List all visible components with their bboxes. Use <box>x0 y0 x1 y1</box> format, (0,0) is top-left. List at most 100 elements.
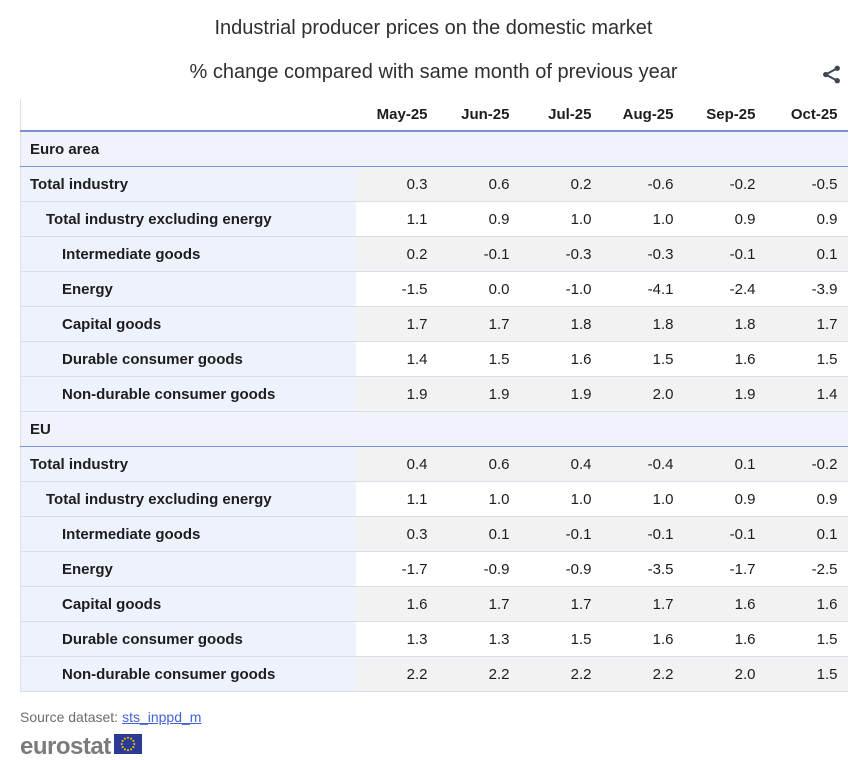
value-cell: 2.0 <box>601 376 684 412</box>
section-label: EU <box>20 411 848 447</box>
value-cell: 0.4 <box>355 446 438 482</box>
value-cell: -4.1 <box>601 271 684 307</box>
value-cell: 0.4 <box>519 446 602 482</box>
value-cell: 0.0 <box>437 271 520 307</box>
value-cell: 1.3 <box>437 621 520 657</box>
value-cell: 1.5 <box>765 341 848 377</box>
share-button[interactable] <box>817 60 845 88</box>
table-body: Euro area Total industry 0.3 0.6 0.2 -0.6 -0.2… <box>20 131 848 692</box>
value-cell: 1.6 <box>683 341 766 377</box>
row-label: Non-durable consumer goods <box>20 376 356 412</box>
row-label: Capital goods <box>20 306 356 342</box>
value-cell: -0.5 <box>765 166 848 202</box>
table-row: Durable consumer goods 1.4 1.5 1.6 1.5 1.6 1.5 <box>20 341 848 377</box>
value-cell: -0.1 <box>683 236 766 272</box>
table-row: Intermediate goods 0.2 -0.1 -0.3 -0.3 -0.1 0.1 <box>20 236 848 272</box>
value-cell: 1.7 <box>437 586 520 622</box>
value-cell: -2.4 <box>683 271 766 307</box>
value-cell: 0.3 <box>355 516 438 552</box>
row-label: Durable consumer goods <box>20 341 356 377</box>
value-cell: -1.7 <box>683 551 766 587</box>
column-header-oct-25: Oct-25 <box>765 99 848 132</box>
value-cell: -0.1 <box>601 516 684 552</box>
value-cell: -0.3 <box>601 236 684 272</box>
value-cell: 1.0 <box>601 201 684 237</box>
value-cell: 1.1 <box>355 481 438 517</box>
column-header-sep-25: Sep-25 <box>683 99 766 132</box>
value-cell: 1.5 <box>519 621 602 657</box>
value-cell: 0.2 <box>355 236 438 272</box>
value-cell: -0.6 <box>601 166 684 202</box>
source-dataset-link[interactable]: sts_inppd_m <box>122 709 202 725</box>
value-cell: 1.4 <box>765 376 848 412</box>
column-header-jun-25: Jun-25 <box>437 99 520 132</box>
table-row: Total industry excluding energy 1.1 0.9 1.0… <box>20 201 848 237</box>
value-cell: 0.1 <box>437 516 520 552</box>
value-cell: -2.5 <box>765 551 848 587</box>
source-dataset-label: Source dataset: <box>20 709 119 725</box>
value-cell: 2.2 <box>601 656 684 692</box>
table-row: Durable consumer goods 1.3 1.3 1.5 1.6 1.6 1.5 <box>20 621 848 657</box>
value-cell: 2.2 <box>355 656 438 692</box>
value-cell: 0.6 <box>437 166 520 202</box>
table-row: Total industry 0.3 0.6 0.2 -0.6 -0.2 -0.5 <box>20 166 848 202</box>
column-header-aug-25: Aug-25 <box>601 99 684 132</box>
value-cell: -0.2 <box>765 446 848 482</box>
column-header-jul-25: Jul-25 <box>519 99 602 132</box>
value-cell: 1.7 <box>355 306 438 342</box>
value-cell: -0.1 <box>683 516 766 552</box>
page-subtitle: % change compared with same month of pre… <box>189 61 678 83</box>
value-cell: 1.4 <box>355 341 438 377</box>
value-cell: 2.0 <box>683 656 766 692</box>
value-cell: -1.0 <box>519 271 602 307</box>
row-label: Total industry excluding energy <box>20 481 356 517</box>
row-label: Total industry <box>20 166 356 202</box>
value-cell: -0.2 <box>683 166 766 202</box>
value-cell: 0.9 <box>765 201 848 237</box>
value-cell: 1.6 <box>683 586 766 622</box>
value-cell: 1.7 <box>601 586 684 622</box>
column-header-empty <box>20 99 356 132</box>
value-cell: 1.6 <box>519 341 602 377</box>
table-row: Total industry excluding energy 1.1 1.0 1.0… <box>20 481 848 517</box>
value-cell: 0.6 <box>437 446 520 482</box>
page-title: Industrial producer prices on the domest… <box>214 17 653 39</box>
table-row: Intermediate goods 0.3 0.1 -0.1 -0.1 -0.1 0.1 <box>20 516 848 552</box>
row-label: Energy <box>20 271 356 307</box>
row-label: Energy <box>20 551 356 587</box>
value-cell: 1.9 <box>683 376 766 412</box>
table-row: Capital goods 1.6 1.7 1.7 1.7 1.6 1.6 <box>20 586 848 622</box>
value-cell: -1.5 <box>355 271 438 307</box>
section-row: EU <box>20 411 848 447</box>
eurostat-logo[interactable]: eurostat <box>20 734 867 759</box>
value-cell: -0.3 <box>519 236 602 272</box>
table-row: Non-durable consumer goods 2.2 2.2 2.2 2.2 2.… <box>20 656 848 692</box>
value-cell: 1.6 <box>601 621 684 657</box>
value-cell: 0.1 <box>683 446 766 482</box>
value-cell: 1.8 <box>683 306 766 342</box>
eurostat-table-widget: Industrial producer prices on the domest… <box>20 17 867 758</box>
value-cell: 1.0 <box>519 201 602 237</box>
row-label: Non-durable consumer goods <box>20 656 356 692</box>
value-cell: 2.2 <box>519 656 602 692</box>
value-cell: 1.7 <box>765 306 848 342</box>
value-cell: 1.6 <box>765 586 848 622</box>
table-row: Energy -1.7 -0.9 -0.9 -3.5 -1.7 -2.5 <box>20 551 848 587</box>
eu-flag-icon <box>113 734 142 759</box>
value-cell: 0.9 <box>683 481 766 517</box>
value-cell: 1.0 <box>437 481 520 517</box>
value-cell: 0.2 <box>519 166 602 202</box>
value-cell: -0.1 <box>437 236 520 272</box>
value-cell: -3.9 <box>765 271 848 307</box>
value-cell: -0.1 <box>519 516 602 552</box>
share-icon <box>820 63 843 86</box>
value-cell: 1.5 <box>765 656 848 692</box>
value-cell: 1.5 <box>601 341 684 377</box>
eurostat-logo-text: eurostat <box>20 732 111 760</box>
section-row: Euro area <box>20 131 848 167</box>
value-cell: 2.2 <box>437 656 520 692</box>
value-cell: 1.3 <box>355 621 438 657</box>
source-dataset-line: Source dataset: sts_inppd_m <box>20 709 867 725</box>
value-cell: 1.5 <box>765 621 848 657</box>
section-label: Euro area <box>20 131 848 167</box>
